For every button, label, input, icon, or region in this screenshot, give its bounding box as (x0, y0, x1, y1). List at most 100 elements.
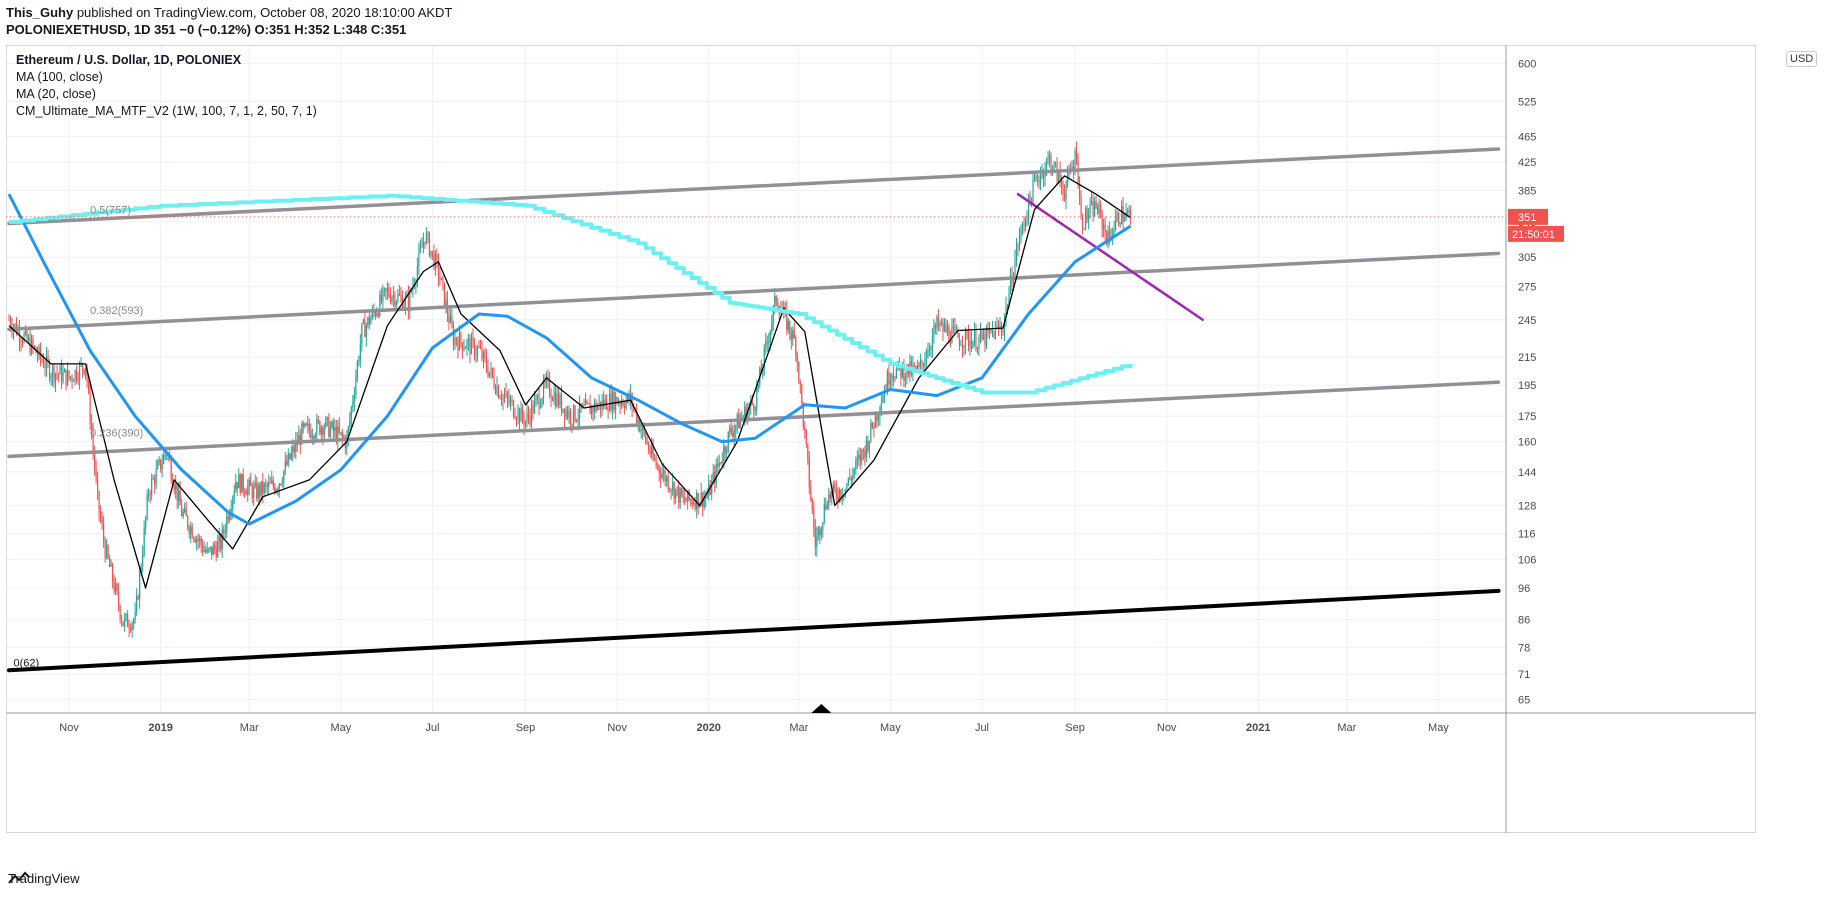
candle-body (1095, 201, 1097, 208)
candle-body (335, 427, 337, 442)
candle-body (346, 437, 348, 448)
chart-header: This_Guhy published on TradingView.com, … (6, 4, 452, 38)
candle-body (615, 397, 617, 411)
candle-body (1024, 220, 1027, 227)
candle-body (113, 581, 115, 592)
candle-body (496, 386, 498, 394)
candle-body (347, 426, 349, 438)
candle-body (628, 394, 630, 402)
candle-body (664, 470, 666, 482)
chart-border (6, 45, 1756, 833)
footer-brand[interactable]: TradingView (8, 871, 80, 886)
y-tick-label: 275 (1518, 282, 1536, 294)
candle-body (356, 362, 358, 378)
candle-body (957, 329, 959, 338)
candle-body (999, 325, 1001, 328)
candle-body (487, 368, 489, 376)
candle-body (1066, 171, 1069, 186)
candle-body (874, 414, 876, 428)
candle-body (1030, 199, 1033, 204)
candle-body (949, 340, 952, 344)
candle-body (421, 246, 423, 248)
candle-body (170, 459, 172, 480)
candle-body (265, 483, 267, 485)
candle-body (494, 387, 497, 394)
candle-body (464, 347, 467, 349)
candle-body (479, 347, 482, 349)
candle-body (868, 440, 870, 451)
chart-area[interactable]: 65 71 78 86 96 106 116 128 144 160 175 195 215 245 275… (6, 45, 1756, 833)
author-name[interactable]: This_Guhy (6, 5, 74, 20)
candle-body (921, 360, 923, 364)
candle-body (753, 404, 755, 411)
candle-body (882, 398, 884, 404)
candle-body (302, 423, 304, 427)
x-tick-label: 2019 (148, 722, 172, 734)
candle-body (711, 480, 713, 495)
candle-body (571, 423, 573, 425)
chart-legend: Ethereum / U.S. Dollar, 1D, POLONIEX MA … (16, 52, 317, 120)
candle-body (636, 409, 638, 424)
fib-label: 0(62) (14, 657, 40, 669)
candle-body (1077, 162, 1079, 184)
candle-body (994, 326, 997, 339)
y-tick-label: 305 (1518, 252, 1536, 264)
candle-body (972, 341, 974, 349)
candle-body (301, 423, 303, 445)
candle-body (106, 545, 108, 559)
candle-body (771, 321, 773, 331)
candle-body (1012, 277, 1015, 287)
legend-item-ma100[interactable]: MA (100, close) (16, 70, 103, 84)
candle-body (208, 548, 210, 550)
candle-body (948, 326, 950, 341)
candle-body (367, 317, 369, 326)
candle-body (991, 330, 994, 332)
candle-body (86, 367, 88, 383)
candle-body (39, 346, 42, 358)
candle-body (95, 468, 97, 479)
candle-body (497, 386, 500, 398)
candle-body (847, 477, 849, 486)
candle-body (128, 627, 130, 629)
candle-body (583, 405, 585, 407)
candle-body (481, 348, 483, 359)
candle-body (697, 492, 699, 508)
candle-body (515, 418, 518, 420)
candle-body (251, 486, 253, 499)
candle-body (586, 401, 588, 404)
candle-body (42, 360, 45, 367)
candle-body (877, 415, 879, 421)
candle-body (535, 397, 537, 401)
legend-item-mtf[interactable]: CM_Ultimate_MA_MTF_V2 (1W, 100, 7, 1, 2,… (16, 104, 317, 118)
legend-item-ma20[interactable]: MA (20, close) (16, 87, 96, 101)
candle-body (675, 489, 677, 499)
time-marker-icon (811, 704, 832, 713)
candle-body (817, 528, 819, 536)
currency-badge[interactable]: USD (1786, 51, 1818, 67)
candle-body (655, 460, 657, 466)
x-tick-label: Jul (975, 722, 989, 734)
candle-body (613, 391, 615, 411)
candle-body (694, 503, 696, 509)
published-text: published on TradingView.com, October 08… (76, 5, 453, 20)
candle-body (1017, 245, 1019, 247)
candle-body (951, 327, 953, 344)
price-chart-svg[interactable]: 65 71 78 86 96 106 116 128 144 160 175 195 215 245 275… (6, 45, 1756, 833)
x-tick-label: May (1428, 722, 1449, 734)
candle-body (660, 472, 662, 479)
x-tick-label: Sep (516, 722, 536, 734)
candle-body (970, 340, 973, 349)
candle-body (502, 395, 504, 401)
candle-body (230, 509, 232, 514)
candle-body (256, 483, 258, 499)
legend-title[interactable]: Ethereum / U.S. Dollar, 1D, POLONIEX (16, 53, 242, 67)
candle-body (112, 564, 114, 582)
y-tick-label: 116 (1518, 529, 1536, 541)
candle-body (589, 403, 591, 415)
candle-body (304, 423, 306, 427)
candle-body (250, 479, 252, 487)
candle-body (430, 250, 432, 256)
candle-body (172, 479, 174, 486)
candle-body (967, 332, 970, 346)
candle-body (840, 489, 842, 498)
